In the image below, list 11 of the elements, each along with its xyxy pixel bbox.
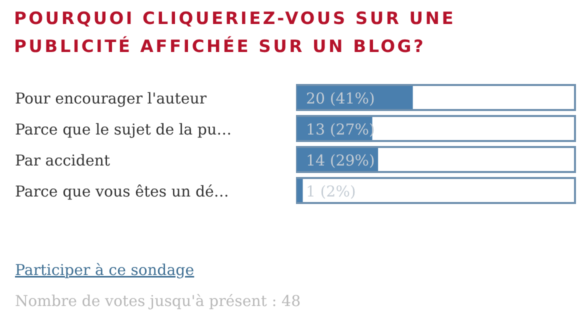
y-tick-label: Pour encourager l'auteur <box>15 90 208 108</box>
y-tick-label: Parce que le sujet de la pu… <box>15 120 232 138</box>
text: Nombre de votes jusqu'à présent : 48 <box>15 292 301 310</box>
chart-title: POURQUOI CLIQUERIEZ-VOUS SUR UNE PUBLICITÉ AFFICHÉE SUR UN BLOG? <box>14 9 456 57</box>
y-tick-label: Par accident <box>15 152 110 170</box>
y-tick-label: Parce que vous êtes un dé… <box>15 182 229 200</box>
data-label: 14 (29%) <box>306 152 375 170</box>
bar <box>297 179 303 202</box>
data-label: 20 (41%) <box>306 90 375 108</box>
text: Participer à ce sondage <box>15 261 194 279</box>
data-label: 1 (2%) <box>306 182 356 200</box>
